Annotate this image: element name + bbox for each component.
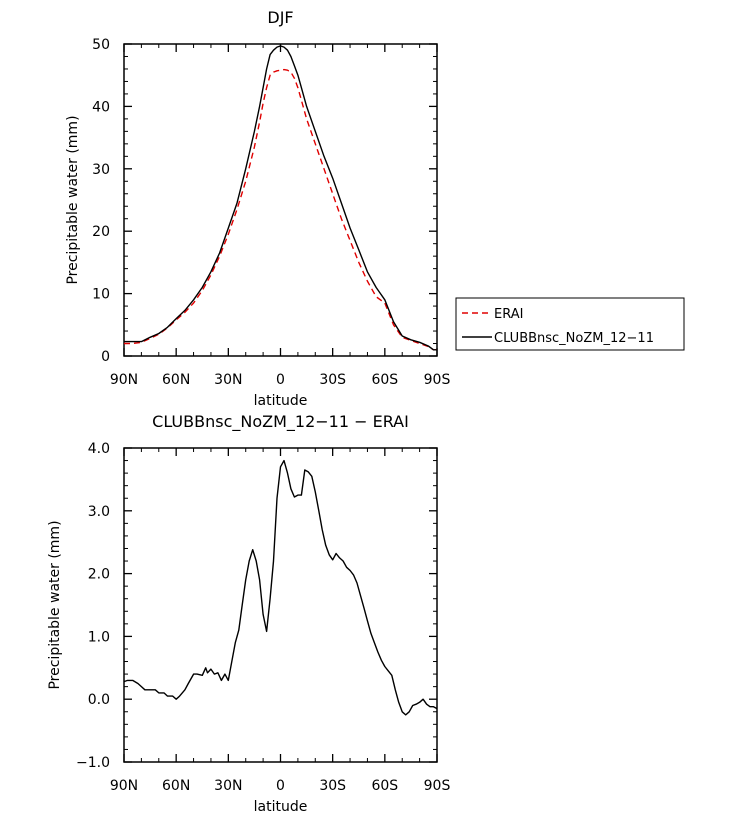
legend-label-0: ERAI: [494, 307, 523, 322]
x-tick-label: 0: [276, 778, 285, 794]
x-axis-label: latitude: [254, 799, 308, 815]
x-tick-label: 90N: [110, 778, 138, 794]
y-tick-label: 20: [92, 224, 110, 240]
x-tick-label: 30N: [214, 372, 242, 388]
series-line-0: [124, 68, 437, 351]
y-tick-label: 0: [101, 349, 110, 365]
plot-frame: [123, 447, 438, 763]
legend-label-1: CLUBBnsc_NoZM_12−11: [494, 331, 654, 346]
plot-frame: [123, 43, 438, 357]
y-tick-label: 40: [92, 99, 110, 115]
y-tick-label: 50: [92, 37, 110, 53]
x-tick-label: 30S: [319, 372, 346, 388]
x-tick-label: 30N: [214, 778, 242, 794]
y-tick-label: 10: [92, 287, 110, 303]
y-tick-label: 3.0: [88, 504, 110, 520]
y-tick-label: 1.0: [88, 629, 110, 645]
x-tick-label: 60S: [371, 778, 398, 794]
y-tick-label: 4.0: [88, 441, 110, 457]
y-axis-label: Precipitable water (mm): [47, 520, 63, 689]
y-tick-label: −1.0: [76, 755, 110, 771]
y-tick-label: 2.0: [88, 567, 110, 583]
x-tick-label: 60N: [162, 372, 190, 388]
y-axis-label: Precipitable water (mm): [65, 115, 81, 284]
top-plot: 90N 60N 30N 0 30S 60S 90S 0 10 20 30 40 50 DJF latitud…: [65, 8, 450, 409]
x-tick-label: 60N: [162, 778, 190, 794]
x-tick-label: 90S: [424, 372, 451, 388]
chart-title: CLUBBnsc_NoZM_12−11 − ERAI: [152, 412, 409, 432]
x-tick-label: 60S: [371, 372, 398, 388]
x-tick-label: 30S: [319, 778, 346, 794]
y-tick-label: 30: [92, 162, 110, 178]
x-tick-label: 90N: [110, 372, 138, 388]
x-tick-label: 90S: [424, 778, 451, 794]
legend-box: [455, 297, 685, 351]
series-line-1: [124, 45, 437, 351]
x-axis-label: latitude: [254, 393, 308, 409]
chart-title: DJF: [267, 8, 293, 27]
x-tick-label: 0: [276, 372, 285, 388]
y-tick-label: 0.0: [88, 692, 110, 708]
bottom-plot: 90N 60N 30N 0 30S 60S 90S −1.0 0.0 1.0 2.0 3.0 4.0 CL…: [47, 412, 450, 815]
legend: ERAI CLUBBnsc_NoZM_12−11: [455, 297, 685, 351]
series-line-0: [123, 459, 438, 716]
